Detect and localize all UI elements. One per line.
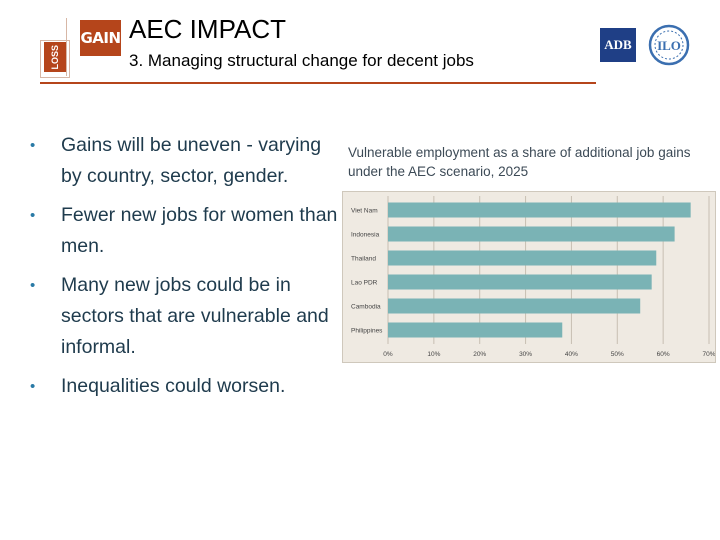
bullet-text: Fewer new jobs for women than men.: [61, 204, 338, 257]
chart-title: Vulnerable employment as a share of addi…: [348, 145, 691, 179]
bullet-dot-icon: •: [30, 378, 36, 395]
bullet-text: Many new jobs could be in sectors that a…: [61, 274, 329, 358]
bullet-item: • Fewer new jobs for women than men.: [30, 200, 340, 262]
bullet-item: • Inequalities could worsen.: [30, 371, 340, 402]
bullet-item: • Many new jobs could be in sectors that …: [30, 270, 340, 363]
bar: [388, 202, 691, 218]
bullet-dot-icon: •: [30, 137, 36, 154]
ilo-logo: ILO: [648, 24, 690, 66]
chart-container: 0% 10% 20% 30% 40% 50% 60% 70% Viet Nam Indonesia…: [342, 191, 716, 363]
x-tick-label: 0%: [383, 351, 393, 358]
bullet-text: Gains will be uneven - varying by countr…: [61, 134, 322, 187]
x-tick-label: 30%: [519, 351, 532, 358]
gain-logo: GAIN: [80, 20, 121, 56]
logo-frame-small: [40, 40, 70, 78]
bar: [388, 298, 641, 314]
bar: [388, 322, 563, 338]
loss-logo-text: LOSS: [50, 44, 60, 70]
title-divider: [40, 82, 596, 84]
slide-subtitle: 3. Managing structural change for decent…: [129, 51, 474, 70]
x-tick-label: 20%: [473, 351, 486, 358]
category-label: Cambodia: [351, 304, 381, 311]
bullet-text: Inequalities could worsen.: [61, 375, 286, 397]
bullet-dot-icon: •: [30, 277, 36, 294]
x-tick-label: 40%: [565, 351, 578, 358]
bar-chart: 0% 10% 20% 30% 40% 50% 60% 70% Viet Nam Indonesia…: [351, 196, 716, 358]
bar: [388, 226, 675, 242]
x-tick-label: 10%: [427, 351, 440, 358]
bar: [388, 250, 657, 266]
category-label: Viet Nam: [351, 208, 378, 215]
bullet-list: • Gains will be uneven - varying by count…: [30, 130, 340, 410]
logo-frame: [66, 18, 125, 76]
loss-logo: LOSS: [44, 42, 66, 72]
bullet-dot-icon: •: [30, 207, 36, 224]
category-label: Indonesia: [351, 232, 380, 239]
x-tick-label: 50%: [611, 351, 624, 358]
category-label: Lao PDR: [351, 280, 378, 287]
bullet-item: • Gains will be uneven - varying by count…: [30, 130, 340, 192]
x-tick-label: 60%: [657, 351, 670, 358]
ilo-emblem-icon: ILO: [648, 24, 690, 66]
slide-title: AEC IMPACT: [129, 14, 286, 44]
category-label: Philippines: [351, 328, 383, 335]
adb-logo: ADB: [600, 28, 636, 62]
bar: [388, 274, 652, 290]
ilo-logo-text: ILO: [657, 38, 681, 53]
category-label: Thailand: [351, 256, 376, 263]
x-tick-label: 70%: [702, 351, 715, 358]
